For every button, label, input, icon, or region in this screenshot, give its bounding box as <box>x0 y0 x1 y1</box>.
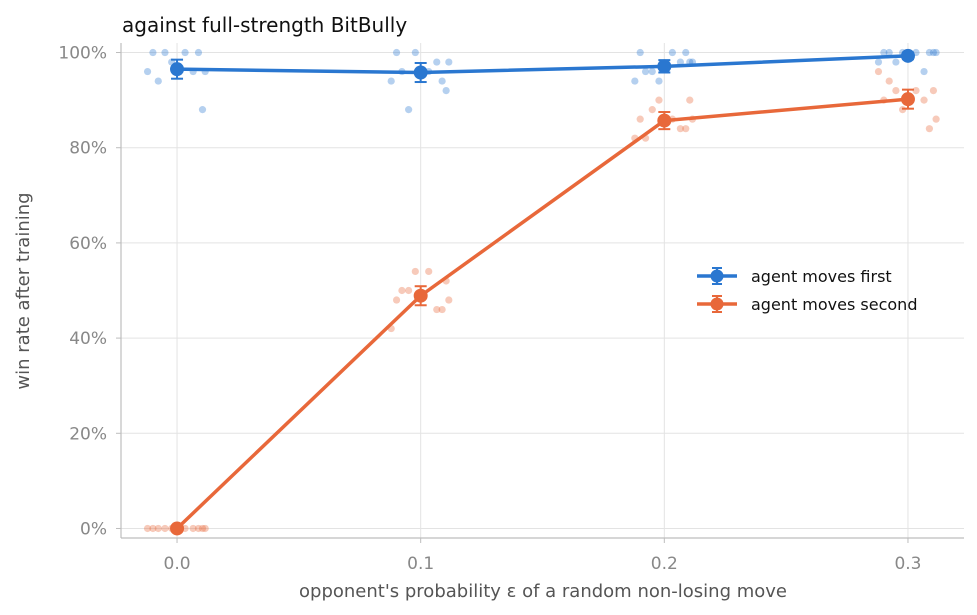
grid-lines <box>121 43 964 538</box>
run-point-s0-x0-5 <box>181 48 189 57</box>
y-axis-label: win rate after training <box>13 192 34 389</box>
run-point-s0-x2-2 <box>648 67 656 76</box>
run-point-s1-x0-6 <box>198 524 207 533</box>
mean-point-s1-2 <box>657 113 672 128</box>
run-point-s0-x3-4 <box>874 58 883 66</box>
mean-point-s0-3 <box>900 48 915 63</box>
run-point-s1-x3-5 <box>885 77 893 85</box>
run-point-s1-x0-8 <box>194 524 203 533</box>
run-point-s1-x0-9 <box>161 524 169 533</box>
run-point-s1-x1-0 <box>445 296 453 304</box>
run-point-s0-x1-6 <box>411 48 419 57</box>
run-point-s0-x1-1 <box>438 77 446 85</box>
run-point-s0-x1-9 <box>442 86 450 95</box>
run-point-s1-x0-7 <box>149 524 157 533</box>
chart-title: against full-strength BitBully <box>122 13 407 37</box>
run-point-s0-x0-8 <box>154 77 162 85</box>
legend-marker-0 <box>710 269 724 283</box>
run-point-s1-x1-5 <box>398 286 406 295</box>
run-point-s1-x1-4 <box>433 305 441 314</box>
y-tick-label-3: 60% <box>69 234 107 254</box>
x-tick-label-1: 0.1 <box>407 554 434 574</box>
legend-marker-1 <box>710 297 724 311</box>
y-tick-label-5: 100% <box>58 44 107 64</box>
run-point-s1-x0-4 <box>189 524 197 533</box>
tick-labels: 0% 20% 40% 60% 80% 100% 0.0 0.1 0.2 0.3 <box>58 44 921 574</box>
run-point-s1-x3-4 <box>920 96 928 104</box>
run-point-s0-x2-4 <box>631 77 639 85</box>
run-points <box>143 48 940 533</box>
y-tick-label-1: 20% <box>69 424 107 444</box>
mean-point-s1-0 <box>170 521 185 536</box>
run-point-s0-x0-9 <box>198 106 207 114</box>
run-point-s1-x1-8 <box>438 305 446 314</box>
series-line-1 <box>175 97 909 530</box>
run-point-s0-x3-2 <box>892 58 900 66</box>
series-lines <box>170 48 915 536</box>
run-point-s1-x0-0 <box>201 524 209 533</box>
run-point-s1-x2-4 <box>676 125 685 133</box>
run-point-s0-x3-9 <box>929 48 938 57</box>
run-point-s0-x1-4 <box>387 77 395 85</box>
run-point-s1-x3-6 <box>929 86 938 95</box>
run-point-s0-x3-3 <box>932 48 940 57</box>
run-point-s0-x1-7 <box>433 58 441 66</box>
run-point-s0-x0-2 <box>161 48 169 57</box>
axes <box>116 43 964 543</box>
y-tick-label-2: 40% <box>69 329 107 349</box>
y-tick-label-4: 80% <box>69 139 107 159</box>
run-point-s1-x3-2 <box>912 86 920 95</box>
run-point-s0-x0-4 <box>143 67 152 76</box>
mean-point-s0-0 <box>170 62 185 77</box>
run-point-s1-x2-3 <box>655 96 663 104</box>
run-point-s0-x0-1 <box>194 48 203 57</box>
legend-label-1: agent moves second <box>751 295 917 314</box>
run-point-s1-x3-8 <box>925 125 934 133</box>
run-point-s0-x3-8 <box>885 48 893 57</box>
run-point-s0-x2-8 <box>641 67 650 76</box>
legend: agent moves first agent moves second <box>697 267 917 314</box>
mean-point-s0-1 <box>413 65 428 80</box>
legend-label-0: agent moves first <box>751 267 892 286</box>
x-axis-label: opponent's probability ε of a random non… <box>299 581 787 602</box>
run-point-s1-x0-5 <box>154 524 162 533</box>
mean-point-s1-1 <box>413 288 428 303</box>
run-point-s0-x1-3 <box>445 58 453 66</box>
mean-point-s0-2 <box>657 59 672 74</box>
run-point-s1-x2-9 <box>648 106 656 114</box>
run-point-s0-x2-0 <box>636 48 644 57</box>
x-tick-label-3: 0.3 <box>894 554 921 574</box>
run-point-s0-x3-7 <box>920 67 928 76</box>
run-point-s0-x1-0 <box>392 48 401 57</box>
run-point-s1-x1-7 <box>392 296 401 304</box>
run-point-s1-x2-8 <box>682 125 690 133</box>
x-tick-label-0: 0.0 <box>164 554 191 574</box>
run-point-s1-x1-3 <box>411 267 419 276</box>
run-point-s1-x3-0 <box>932 115 940 123</box>
run-point-s1-x2-6 <box>686 96 694 104</box>
run-point-s1-x3-1 <box>874 67 883 76</box>
run-point-s0-x2-6 <box>655 77 663 85</box>
x-tick-label-2: 0.2 <box>651 554 678 574</box>
run-point-s1-x0-1 <box>143 524 152 533</box>
series-line-0 <box>177 54 909 75</box>
run-point-s1-x1-9 <box>405 286 413 295</box>
run-point-s0-x3-1 <box>925 48 934 57</box>
run-point-s1-x3-9 <box>892 86 900 95</box>
run-point-s0-x1-2 <box>405 106 413 114</box>
run-point-s0-x2-1 <box>682 48 690 57</box>
mean-point-s1-3 <box>900 92 915 107</box>
run-point-s1-x2-7 <box>636 115 644 123</box>
run-point-s1-x1-2 <box>425 267 433 276</box>
run-point-s0-x0-0 <box>149 48 157 57</box>
run-point-s0-x2-5 <box>668 48 676 57</box>
run-point-s0-x3-0 <box>880 48 888 57</box>
y-tick-label-0: 0% <box>80 519 107 539</box>
